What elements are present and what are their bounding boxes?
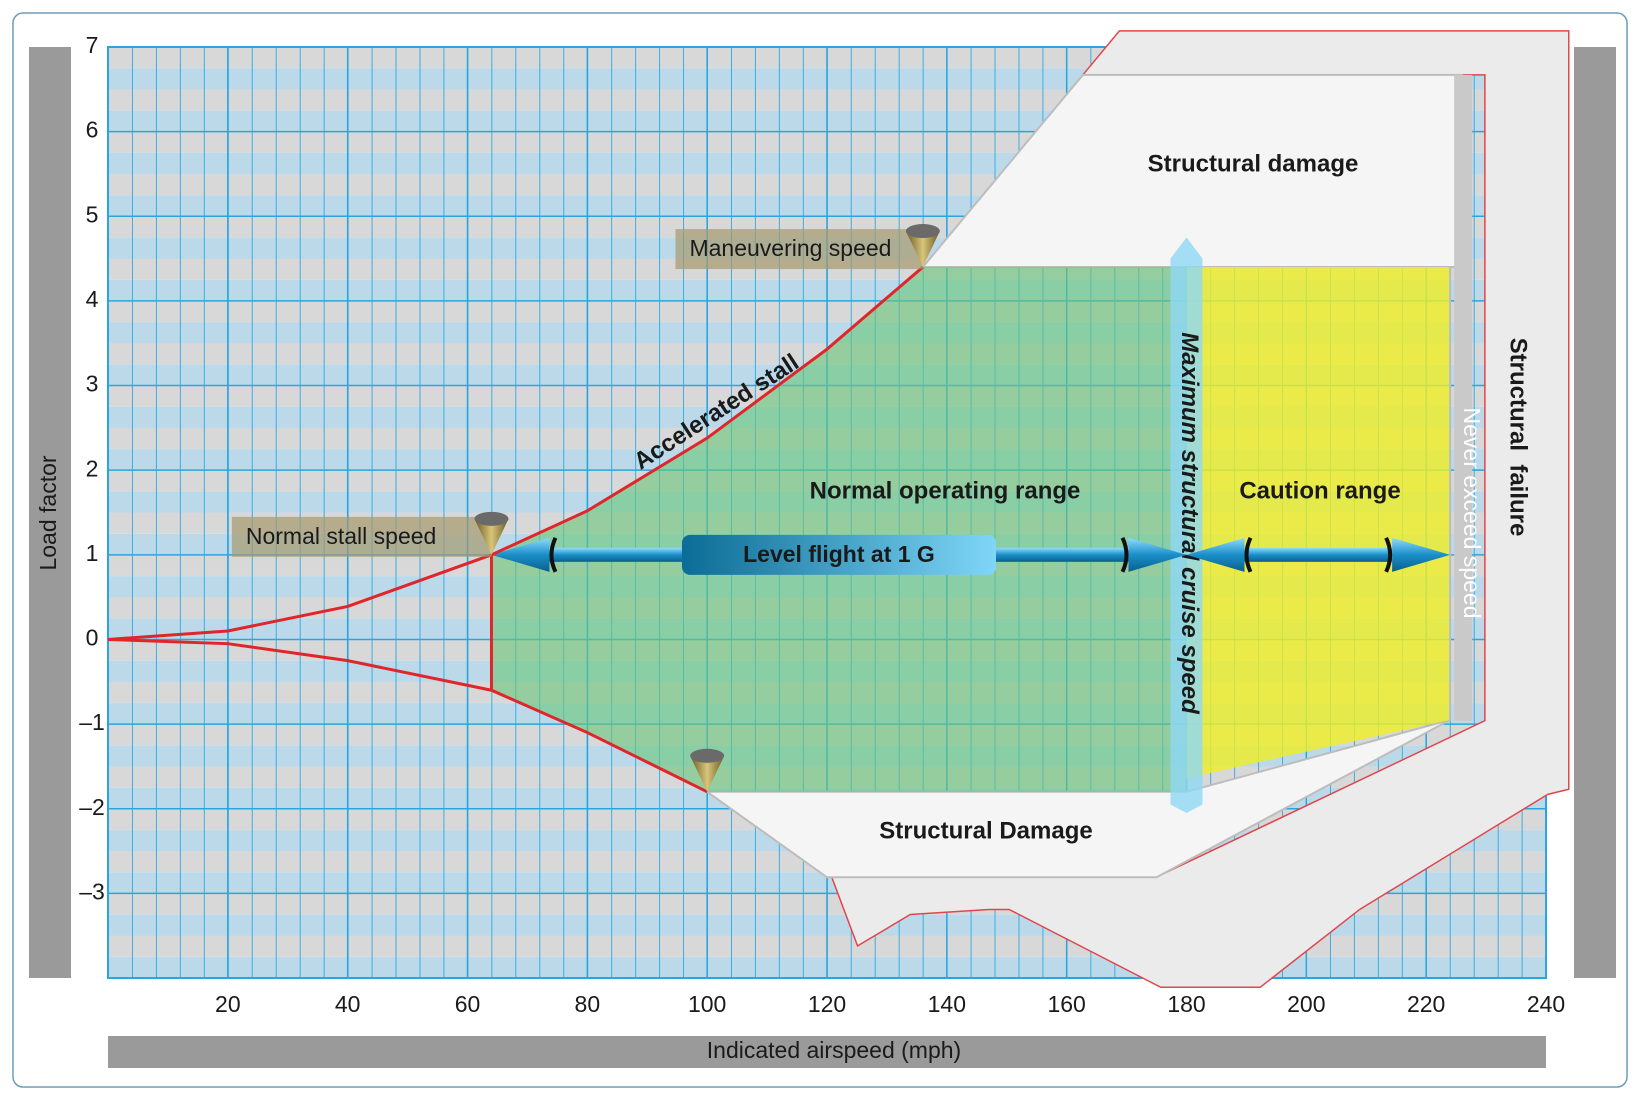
x-tick-label: 80: [575, 991, 601, 1017]
x-tick-label: 100: [688, 991, 726, 1017]
marker: [474, 511, 509, 555]
speed-line-label: Maximum structural cruise speed: [1176, 332, 1203, 715]
marker-label-box: [231, 516, 492, 557]
y-tick-label: 5: [86, 201, 99, 227]
y-tick-label: 2: [86, 455, 99, 481]
y-tick-label: 1: [86, 540, 99, 566]
level-flight-arrow: [1186, 536, 1451, 573]
x-tick-label: 160: [1047, 991, 1085, 1017]
marker-cone: [474, 518, 509, 555]
y-tick-label: 7: [86, 32, 99, 58]
region: [1186, 267, 1451, 779]
region-label: Structural Damage: [879, 817, 1092, 844]
marker-label: Maneuvering speed: [689, 235, 891, 261]
x-tick-label: 120: [808, 991, 846, 1017]
y-tick-label: –3: [79, 878, 105, 904]
x-tick-label: 240: [1527, 991, 1565, 1017]
y-tick-label: –1: [79, 709, 105, 735]
arrow-head: [1392, 537, 1451, 572]
arrow-bracket: [1244, 536, 1253, 573]
y-tick-label: –2: [79, 794, 105, 820]
arrow-shaft: [1244, 547, 1393, 562]
side-bar: [1574, 47, 1616, 978]
region-label: Structural failure: [1505, 338, 1532, 537]
region-label: Caution range: [1239, 477, 1400, 504]
marker: [905, 224, 940, 268]
marker-top: [474, 511, 509, 526]
x-label-bar: [108, 1036, 1546, 1068]
level-flight-label: Level flight at 1 G: [743, 541, 935, 567]
marker: [690, 748, 725, 792]
y-tick-label: 4: [86, 286, 99, 312]
region-label: Normal operating range: [810, 477, 1081, 504]
marker-cone: [905, 231, 940, 268]
curve: [107, 637, 708, 794]
y-tick-label: 6: [86, 117, 99, 143]
marker-top: [905, 224, 940, 239]
marker-cone: [690, 755, 725, 792]
bevel: [1454, 74, 1473, 721]
arrow-bracket: [1384, 536, 1393, 573]
curve: [107, 265, 924, 641]
x-tick-label: 220: [1407, 991, 1445, 1017]
region: [491, 267, 1187, 792]
x-tick-label: 180: [1167, 991, 1205, 1017]
y-tick-label: 0: [86, 625, 99, 651]
speed-line-label: Never exceed speed: [1459, 408, 1485, 619]
x-tick-label: 40: [335, 991, 361, 1017]
speed-line: [1170, 237, 1203, 813]
y-label-bar: [29, 47, 71, 978]
arrow-bracket: [1120, 536, 1129, 573]
y-tick-label: 3: [86, 371, 99, 397]
marker-label-box: [675, 229, 923, 270]
y-axis-label: Load factor: [35, 455, 61, 570]
marker-top: [690, 748, 725, 763]
x-tick-label: 20: [215, 991, 241, 1017]
x-tick-label: 200: [1287, 991, 1325, 1017]
x-tick-label: 60: [455, 991, 481, 1017]
arrow-head: [1128, 537, 1187, 572]
arrow-head: [491, 537, 550, 572]
marker-label: Normal stall speed: [246, 523, 436, 549]
level-flight-box: [681, 534, 996, 575]
arrow-head: [1186, 537, 1245, 572]
region-label: Structural damage: [1148, 150, 1359, 177]
region: [830, 30, 1570, 989]
arrow-bracket: [549, 536, 558, 573]
x-axis-label: Indicated airspeed (mph): [707, 1037, 961, 1063]
x-tick-label: 140: [928, 991, 966, 1017]
